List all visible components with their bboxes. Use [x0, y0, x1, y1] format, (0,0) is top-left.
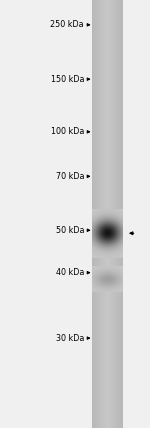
Bar	[110, 0, 111, 428]
Bar	[118, 0, 119, 428]
Bar	[117, 0, 118, 428]
Bar	[107, 0, 108, 428]
Bar	[109, 0, 110, 428]
Bar	[119, 0, 120, 428]
Text: 250 kDa: 250 kDa	[50, 20, 84, 30]
Bar	[105, 0, 106, 428]
Bar	[111, 0, 112, 428]
Text: 70 kDa: 70 kDa	[56, 172, 84, 181]
Bar	[93, 0, 94, 428]
Bar	[96, 0, 97, 428]
Bar	[100, 0, 101, 428]
Bar	[103, 0, 104, 428]
Bar	[121, 0, 122, 428]
Text: 100 kDa: 100 kDa	[51, 127, 84, 137]
Bar	[95, 0, 96, 428]
Text: 50 kDa: 50 kDa	[56, 226, 84, 235]
Bar	[98, 0, 99, 428]
Bar	[115, 0, 116, 428]
Bar	[102, 0, 103, 428]
Text: www.ptglab.com: www.ptglab.com	[105, 184, 111, 244]
Text: 150 kDa: 150 kDa	[51, 74, 84, 84]
Bar	[121, 0, 122, 428]
Bar	[92, 0, 93, 428]
Bar	[122, 0, 123, 428]
Text: 30 kDa: 30 kDa	[56, 333, 84, 343]
Bar	[108, 0, 109, 428]
Text: 40 kDa: 40 kDa	[56, 268, 84, 277]
Bar	[97, 0, 98, 428]
Bar	[116, 0, 117, 428]
Bar	[94, 0, 95, 428]
Bar	[101, 0, 102, 428]
Bar	[99, 0, 100, 428]
Bar	[120, 0, 121, 428]
Bar	[114, 0, 115, 428]
Bar	[106, 0, 107, 428]
Bar	[112, 0, 113, 428]
Bar	[104, 0, 105, 428]
Bar	[113, 0, 114, 428]
